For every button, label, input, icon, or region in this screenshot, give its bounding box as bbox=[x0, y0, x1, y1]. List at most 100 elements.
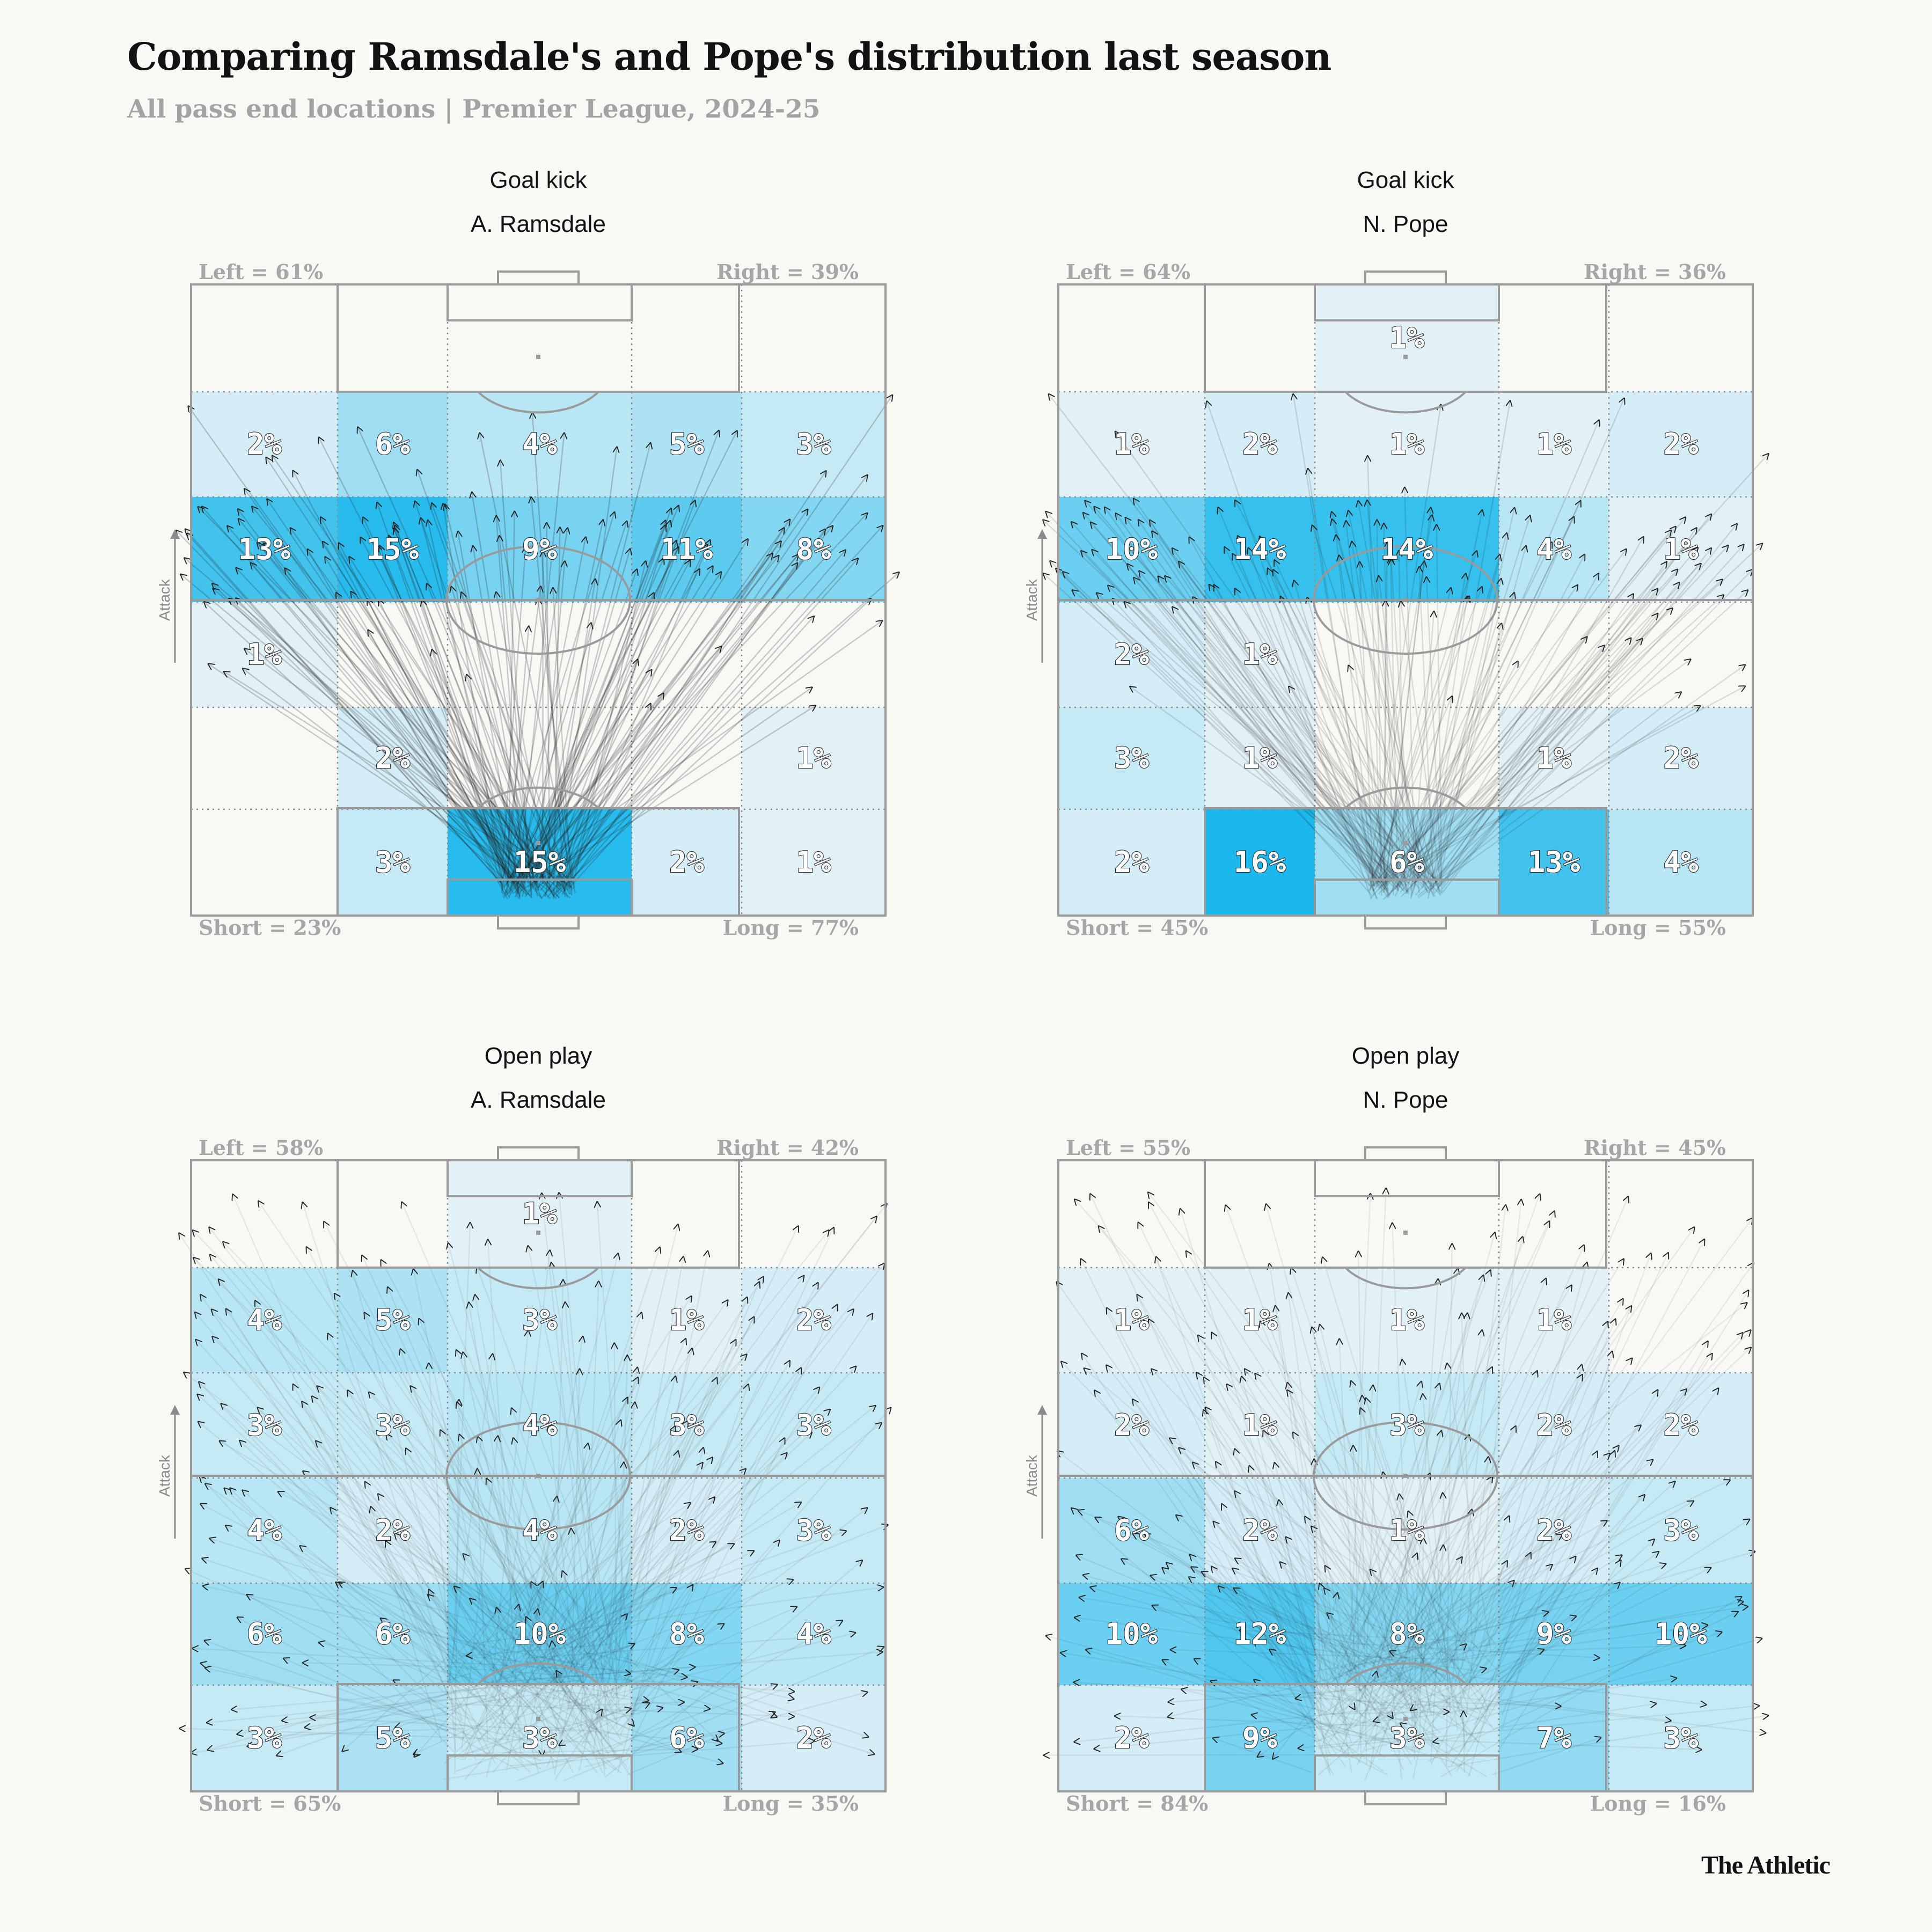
zone-percentage-label: 3% bbox=[1114, 741, 1150, 775]
zone-percentage-label: 2% bbox=[1663, 741, 1699, 775]
heat-cell bbox=[1499, 809, 1609, 916]
attack-direction-label: Attack bbox=[1023, 1454, 1040, 1497]
zone-percentage-label: 3% bbox=[669, 1408, 705, 1442]
heat-cell bbox=[191, 602, 338, 707]
short-share-label: Short = 23% bbox=[199, 916, 341, 940]
heat-cell bbox=[1205, 1478, 1315, 1583]
short-share-label: Short = 65% bbox=[199, 1791, 341, 1816]
heat-cell bbox=[191, 392, 338, 497]
heat-cell bbox=[1315, 809, 1499, 916]
right-share-label: Right = 45% bbox=[1584, 1136, 1726, 1160]
zone-percentage-label: 2% bbox=[1242, 427, 1278, 461]
heat-cell bbox=[338, 1685, 448, 1791]
zone-percentage-label: 1% bbox=[796, 845, 831, 879]
zone-percentage-label: 2% bbox=[796, 1721, 831, 1755]
heat-cell bbox=[448, 1478, 632, 1583]
heat-cell bbox=[1499, 1583, 1609, 1685]
chart-player-name: A. Ramsdale bbox=[471, 1087, 606, 1113]
zone-percentage-label: 1% bbox=[1114, 1303, 1150, 1337]
pitch-chart-3: Open play A. Ramsdale Left = 58% Right = 42… bbox=[156, 1043, 891, 1816]
heat-cell bbox=[632, 497, 742, 602]
heat-cell bbox=[742, 1583, 885, 1685]
zone-percentage-label: 2% bbox=[1114, 845, 1150, 879]
heat-cell bbox=[1499, 707, 1609, 809]
zone-percentage-label: 2% bbox=[796, 1303, 831, 1337]
heat-cell bbox=[1499, 497, 1609, 602]
zone-percentage-label: 2% bbox=[1114, 1408, 1150, 1442]
chart-title: Goal kick bbox=[1357, 167, 1455, 193]
heat-cell bbox=[1058, 809, 1205, 916]
zone-percentage-label: 8% bbox=[796, 532, 831, 566]
long-share-label: Long = 35% bbox=[722, 1791, 859, 1816]
heat-cell bbox=[1609, 392, 1753, 497]
zone-percentage-label: 2% bbox=[1536, 1408, 1572, 1442]
heat-cell bbox=[1205, 1583, 1315, 1685]
zone-percentage-label: 1% bbox=[1114, 427, 1150, 461]
zone-percentage-label: 5% bbox=[375, 1721, 411, 1755]
zone-percentage-label: 6% bbox=[375, 427, 411, 461]
zone-percentage-label: 1% bbox=[1389, 1513, 1425, 1547]
pitch-chart-1: Goal kick A. Ramsdale Left = 61% Right = 39… bbox=[156, 167, 899, 940]
zone-percentage-label: 9% bbox=[1536, 1617, 1572, 1651]
zone-percentage-label: 3% bbox=[1389, 1721, 1425, 1755]
zone-percentage-label: 2% bbox=[1242, 1513, 1278, 1547]
zone-percentage-label: 7% bbox=[1536, 1721, 1572, 1755]
heat-cell bbox=[1609, 1478, 1753, 1583]
zone-percentage-label: 4% bbox=[1536, 532, 1572, 566]
pitch-chart-4: Open play N. Pope Left = 55% Right = 45% Sho… bbox=[1023, 1043, 1768, 1816]
zone-percentage-label: 15% bbox=[367, 532, 419, 566]
chart-title: Open play bbox=[1352, 1043, 1460, 1069]
heat-cell bbox=[448, 1685, 632, 1791]
zone-percentage-label: 10% bbox=[514, 1617, 566, 1651]
zone-percentage-label: 15% bbox=[514, 845, 566, 879]
zone-percentage-label: 3% bbox=[375, 845, 411, 879]
heat-cell bbox=[1058, 392, 1205, 497]
heat-cell bbox=[1315, 284, 1499, 392]
zone-percentage-label: 4% bbox=[247, 1513, 282, 1547]
zone-percentage-label: 2% bbox=[247, 427, 282, 461]
short-share-label: Short = 45% bbox=[1066, 916, 1208, 940]
heat-cell bbox=[191, 1583, 338, 1685]
long-share-label: Long = 55% bbox=[1590, 916, 1726, 940]
heat-cell bbox=[338, 392, 448, 497]
attack-direction-label: Attack bbox=[156, 1454, 173, 1497]
heat-cell bbox=[632, 1478, 742, 1583]
zone-percentage-label: 2% bbox=[375, 741, 411, 775]
heat-cell bbox=[1058, 1685, 1205, 1791]
zone-percentage-label: 13% bbox=[1528, 845, 1580, 879]
zone-percentage-label: 5% bbox=[669, 427, 705, 461]
zone-percentage-label: 10% bbox=[1106, 1617, 1158, 1651]
heat-cell bbox=[338, 707, 448, 809]
heat-cell bbox=[632, 1268, 742, 1373]
zone-percentage-label: 3% bbox=[247, 1408, 282, 1442]
heat-cell bbox=[1609, 707, 1753, 809]
zone-percentage-label: 1% bbox=[247, 638, 282, 671]
heat-cell bbox=[191, 1373, 338, 1478]
zone-percentage-label: 1% bbox=[1389, 1303, 1425, 1337]
zone-percentage-label: 1% bbox=[1389, 321, 1425, 355]
chart-player-name: A. Ramsdale bbox=[471, 211, 606, 237]
heat-cell bbox=[1205, 809, 1315, 916]
zone-percentage-label: 4% bbox=[522, 427, 558, 461]
heat-cell bbox=[1499, 1373, 1609, 1478]
heat-cell bbox=[1205, 392, 1315, 497]
zone-percentage-label: 6% bbox=[669, 1721, 705, 1755]
pitch-chart-2: Goal kick N. Pope Left = 64% Right = 36% Sho… bbox=[1023, 167, 1768, 940]
zone-percentage-label: 1% bbox=[1663, 532, 1699, 566]
heat-cell bbox=[1499, 392, 1609, 497]
heat-cell bbox=[742, 707, 885, 809]
right-share-label: Right = 36% bbox=[1584, 260, 1726, 284]
zone-percentage-label: 5% bbox=[375, 1303, 411, 1337]
chart-player-name: N. Pope bbox=[1363, 211, 1448, 237]
heat-cell bbox=[1499, 1268, 1609, 1373]
heat-cell bbox=[1058, 707, 1205, 809]
short-share-label: Short = 84% bbox=[1066, 1791, 1208, 1816]
heat-cell bbox=[448, 809, 632, 916]
zone-percentage-label: 3% bbox=[522, 1303, 558, 1337]
heat-cell bbox=[448, 1373, 632, 1478]
heat-cell bbox=[448, 497, 632, 602]
page-title: Comparing Ramsdale's and Pope's distribu… bbox=[127, 34, 1331, 79]
page-subtitle: All pass end locations | Premier League,… bbox=[127, 94, 821, 124]
zone-percentage-label: 10% bbox=[1655, 1617, 1707, 1651]
